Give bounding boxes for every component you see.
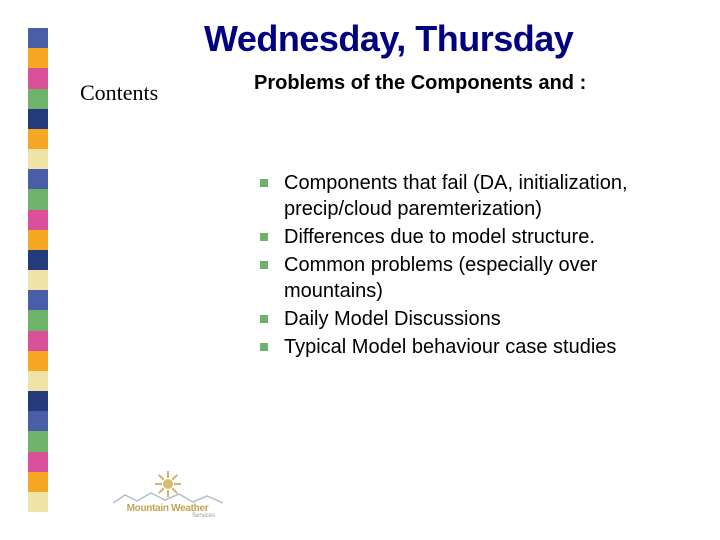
stripe-segment bbox=[28, 149, 48, 169]
stripe-segment bbox=[28, 89, 48, 109]
stripe-segment bbox=[28, 109, 48, 129]
stripe-segment bbox=[28, 48, 48, 68]
logo-text-sub: Services bbox=[192, 513, 215, 519]
stripe-segment bbox=[28, 391, 48, 411]
mountain-icon bbox=[113, 491, 223, 505]
stripe-segment bbox=[28, 210, 48, 230]
bullet-item: Differences due to model structure. bbox=[254, 224, 684, 250]
stripe-segment bbox=[28, 351, 48, 371]
stripe-segment bbox=[28, 189, 48, 209]
stripe-segment bbox=[28, 129, 48, 149]
contents-label: Contents bbox=[80, 80, 158, 106]
stripe-segment bbox=[28, 431, 48, 451]
stripe-segment bbox=[28, 310, 48, 330]
stripe-segment bbox=[28, 250, 48, 270]
stripe-segment bbox=[28, 230, 48, 250]
stripe-segment bbox=[28, 290, 48, 310]
stripe-segment bbox=[28, 452, 48, 472]
stripe-segment bbox=[28, 371, 48, 391]
slide-title: Wednesday, Thursday bbox=[204, 18, 704, 60]
stripe-segment bbox=[28, 28, 48, 48]
bullet-list: Components that fail (DA, initialization… bbox=[254, 170, 684, 362]
mountain-weather-logo: Mountain Weather Services bbox=[110, 470, 225, 520]
bullet-item: Common problems (especially over mountai… bbox=[254, 252, 684, 304]
bullet-item: Components that fail (DA, initialization… bbox=[254, 170, 684, 222]
bullet-item: Daily Model Discussions bbox=[254, 306, 684, 332]
stripe-segment bbox=[28, 270, 48, 290]
stripe-segment bbox=[28, 68, 48, 88]
bullet-item: Typical Model behaviour case studies bbox=[254, 334, 684, 360]
stripe-segment bbox=[28, 492, 48, 512]
slide-subtitle: Problems of the Components and : bbox=[254, 72, 586, 95]
stripe-segment bbox=[28, 169, 48, 189]
stripe-segment bbox=[28, 472, 48, 492]
decorative-stripe-bar bbox=[28, 28, 48, 512]
stripe-segment bbox=[28, 411, 48, 431]
stripe-segment bbox=[28, 331, 48, 351]
